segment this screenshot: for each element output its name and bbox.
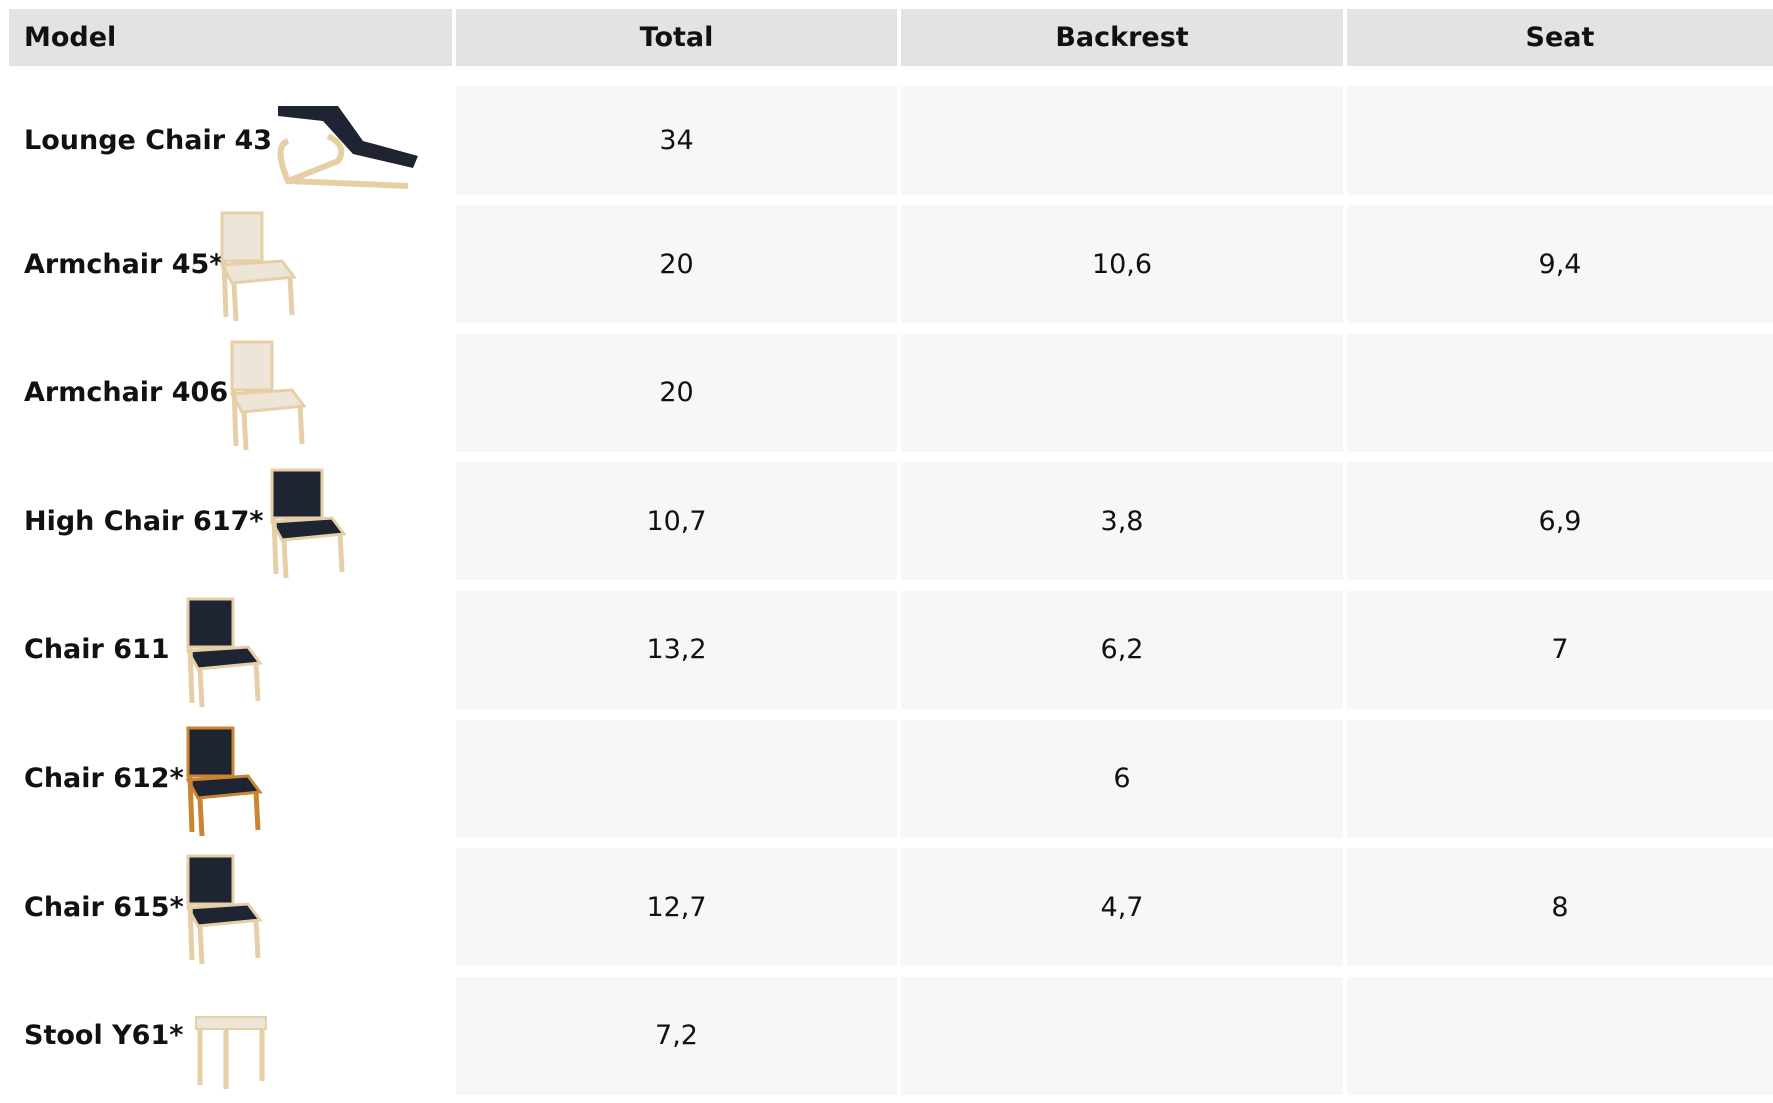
model-name: Chair 611 bbox=[24, 634, 170, 665]
total-cell: 10,7 bbox=[456, 462, 897, 580]
total-cell: 13,2 bbox=[456, 591, 897, 709]
total-cell: 20 bbox=[456, 205, 897, 323]
model-name: Stool Y61* bbox=[24, 1020, 183, 1051]
chair-image bbox=[178, 848, 268, 966]
chair-image bbox=[178, 591, 268, 709]
seat-cell: 6,9 bbox=[1347, 462, 1773, 580]
model-cell: Armchair 406 bbox=[9, 334, 452, 452]
backrest-cell bbox=[901, 334, 1343, 452]
total-cell: 12,7 bbox=[456, 848, 897, 966]
chair-image bbox=[262, 462, 352, 580]
model-name: High Chair 617* bbox=[24, 506, 264, 537]
header-cell: Model bbox=[9, 9, 452, 66]
page: {"table": { "header": ["Model", "Total",… bbox=[0, 0, 1773, 1103]
seat-cell: 9,4 bbox=[1347, 205, 1773, 323]
total-cell: 7,2 bbox=[456, 977, 897, 1095]
header-cell: Seat bbox=[1347, 9, 1773, 66]
model-name: Armchair 406 bbox=[24, 377, 228, 408]
seat-cell bbox=[1347, 86, 1773, 195]
backrest-cell: 4,7 bbox=[901, 848, 1343, 966]
backrest-cell: 3,8 bbox=[901, 462, 1343, 580]
seat-cell bbox=[1347, 334, 1773, 452]
chair-image bbox=[222, 334, 312, 452]
total-cell: 20 bbox=[456, 334, 897, 452]
seat-cell: 8 bbox=[1347, 848, 1773, 966]
backrest-cell bbox=[901, 86, 1343, 195]
seat-cell bbox=[1347, 720, 1773, 838]
total-cell: 34 bbox=[456, 86, 897, 195]
model-cell: High Chair 617* bbox=[9, 462, 452, 580]
header-cell: Total bbox=[456, 9, 897, 66]
backrest-cell: 10,6 bbox=[901, 205, 1343, 323]
model-name: Lounge Chair 43 bbox=[24, 125, 272, 156]
seat-cell: 7 bbox=[1347, 591, 1773, 709]
chair-image bbox=[186, 977, 276, 1095]
model-name: Armchair 45* bbox=[24, 249, 223, 280]
model-name: Chair 615* bbox=[24, 892, 184, 923]
backrest-cell: 6 bbox=[901, 720, 1343, 838]
model-cell: Chair 615* bbox=[9, 848, 452, 966]
model-cell: Chair 611 bbox=[9, 591, 452, 709]
seat-cell bbox=[1347, 977, 1773, 1095]
chair-image bbox=[178, 720, 268, 838]
model-cell: Armchair 45* bbox=[9, 205, 452, 323]
total-cell bbox=[456, 720, 897, 838]
header-cell: Backrest bbox=[901, 9, 1343, 66]
backrest-cell: 6,2 bbox=[901, 591, 1343, 709]
model-cell: Stool Y61* bbox=[9, 977, 452, 1095]
comparison-table: Model Total Backrest Seat Lounge Chair 4… bbox=[9, 9, 1773, 1095]
model-cell: Chair 612* bbox=[9, 720, 452, 838]
backrest-cell bbox=[901, 977, 1343, 1095]
model-cell: Lounge Chair 43 bbox=[9, 86, 452, 195]
model-name: Chair 612* bbox=[24, 763, 184, 794]
chair-image bbox=[268, 86, 428, 204]
chair-image bbox=[212, 205, 302, 323]
